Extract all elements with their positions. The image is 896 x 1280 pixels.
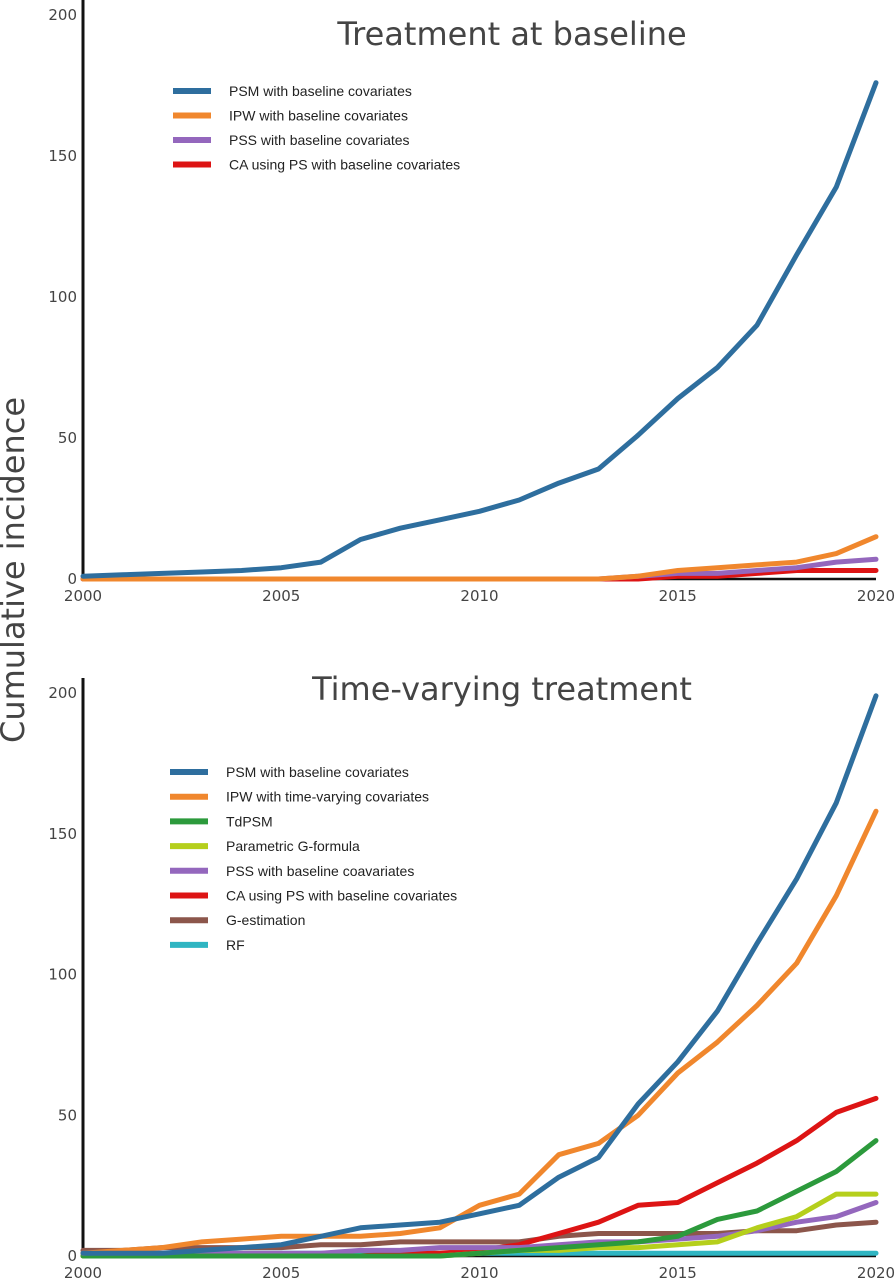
series-line-ipw-with-time-varying-covariates <box>80 808 879 1256</box>
y-tick-label: 200 <box>48 6 77 24</box>
x-tick-label: 2020 <box>857 587 895 605</box>
series-group <box>80 80 879 582</box>
x-tick-label: 2020 <box>857 1264 895 1280</box>
chart-title: Time-varying treatment <box>311 670 692 708</box>
series-line-tdpsm <box>80 1138 879 1259</box>
chart-title: Treatment at baseline <box>336 15 686 53</box>
y-axis-label: Cumulative incidence <box>0 397 32 743</box>
legend-label: TdPSM <box>226 813 273 829</box>
y-tick-label: 150 <box>48 147 77 165</box>
legend-label: CA using PS with baseline covariates <box>226 888 457 904</box>
chart-panel-time-varying-treatment: Time-varying treatment 0 50 100 150 200 2000 20… <box>48 670 895 1280</box>
series-group <box>80 693 879 1259</box>
legend-label: Parametric G-formula <box>226 838 360 854</box>
legend-label: PSM with baseline covariates <box>229 83 412 99</box>
y-tick-label: 0 <box>67 570 77 588</box>
y-tick-label: 150 <box>48 825 77 843</box>
series-line-psm-with-baseline-covariates <box>80 80 879 579</box>
y-tick-label: 50 <box>58 1106 77 1124</box>
legend-label: PSS with baseline covariates <box>229 132 410 148</box>
y-tick-label: 50 <box>58 429 77 447</box>
y-tick-label: 100 <box>48 966 77 984</box>
x-tick-label: 2005 <box>262 587 300 605</box>
x-tick-label: 2015 <box>659 1264 697 1280</box>
y-tick-label: 200 <box>48 684 77 702</box>
legend-label: G-estimation <box>226 912 305 928</box>
legend: PSM with baseline covariates IPW with tim… <box>170 764 457 953</box>
x-tick-label: 2010 <box>460 1264 498 1280</box>
x-tick-label: 2000 <box>64 1264 102 1280</box>
legend-label: PSS with baseline coavariates <box>226 863 414 879</box>
legend-label: IPW with baseline covariates <box>229 108 408 124</box>
legend-label: IPW with time-varying covariates <box>226 789 429 805</box>
series-line-pss-with-baseline-covariates <box>80 556 879 582</box>
x-tick-label: 2010 <box>460 587 498 605</box>
x-tick-label: 2000 <box>64 587 102 605</box>
legend-label: CA using PS with baseline covariates <box>229 157 460 173</box>
x-tick-label: 2005 <box>262 1264 300 1280</box>
chart-panel-treatment-at-baseline: Treatment at baseline 0 50 100 150 200 2000 200… <box>48 0 895 605</box>
series-line-psm-with-baseline-covariates <box>80 693 879 1256</box>
y-tick-label: 0 <box>67 1247 77 1265</box>
series-line-ipw-with-baseline-covariates <box>80 534 879 582</box>
legend-label: RF <box>226 937 245 953</box>
legend-label: PSM with baseline covariates <box>226 764 409 780</box>
x-tick-label: 2015 <box>659 587 697 605</box>
legend: PSM with baseline covariates IPW with bas… <box>173 83 460 173</box>
y-tick-label: 100 <box>48 288 77 306</box>
